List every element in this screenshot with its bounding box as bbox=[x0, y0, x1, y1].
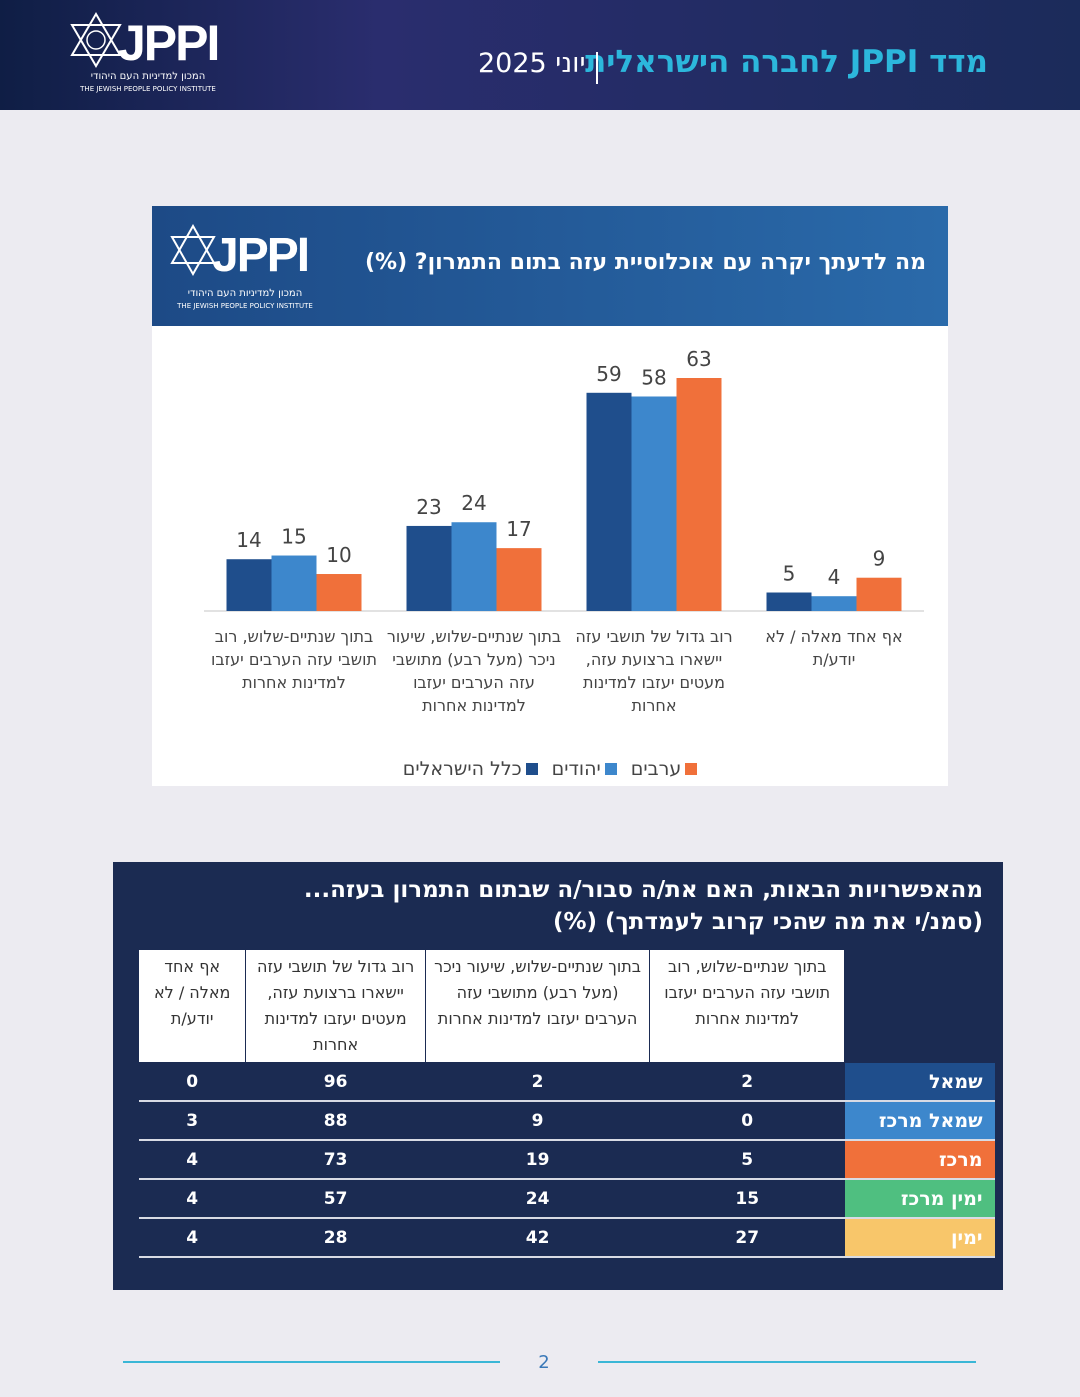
table-cell: 0 bbox=[138, 1062, 246, 1102]
legend-swatch bbox=[525, 763, 538, 775]
table-title: מהאפשרויות הבאות, האם את/ה סבור/ה שבתום … bbox=[304, 874, 983, 938]
bar bbox=[226, 559, 272, 611]
bar bbox=[856, 577, 902, 611]
legend-swatch bbox=[604, 763, 617, 775]
row-label: ימין bbox=[844, 1218, 995, 1258]
value-label: 58 bbox=[641, 365, 666, 389]
table-cell: 4 bbox=[138, 1179, 246, 1219]
footer-rule bbox=[123, 1361, 500, 1363]
table-cell: 5 bbox=[649, 1140, 845, 1180]
table-cell: 4 bbox=[138, 1218, 246, 1258]
page-number: 2 bbox=[538, 1352, 550, 1373]
legend-label: ערבים bbox=[630, 758, 682, 780]
chart: 14 15 10 23 24 17 59 58 63 5 4 9 bbox=[204, 347, 924, 612]
chart-header: JPPI המכון למדיניות העם היהודי THE JEWIS… bbox=[152, 206, 948, 326]
column-header: רוב גדול של תושבי עזה יישארו ברצועת עזה,… bbox=[245, 949, 426, 1063]
table-row: ימין 27 42 28 4 bbox=[138, 1218, 995, 1258]
row-label: ימין מרכז bbox=[844, 1179, 995, 1219]
table-cell: 57 bbox=[245, 1179, 426, 1219]
table-row: מרכז 5 19 73 4 bbox=[138, 1140, 995, 1180]
column-header: בתוך שנתיים-שלוש, שיעור ניכר (מעל רבע) מ… bbox=[424, 949, 651, 1063]
value-label: 5 bbox=[783, 562, 796, 586]
table-cell: 24 bbox=[425, 1179, 650, 1219]
column-header: בתוך שנתיים-שלוש, רוב תושבי עזה הערבים י… bbox=[649, 949, 846, 1063]
legend-item: ערבים bbox=[630, 758, 698, 780]
row-label: שמאל מרכז bbox=[844, 1101, 995, 1141]
bar bbox=[406, 525, 452, 611]
value-label: 14 bbox=[236, 528, 261, 552]
logo-text: JPPI bbox=[118, 15, 220, 71]
table-cell: 0 bbox=[649, 1101, 845, 1141]
value-label: 15 bbox=[281, 525, 306, 549]
bar bbox=[631, 396, 677, 611]
bar bbox=[811, 596, 857, 611]
table-cell: 3 bbox=[138, 1101, 246, 1141]
table-cell: 15 bbox=[649, 1179, 845, 1219]
bar bbox=[766, 592, 812, 611]
x-tick-label: אף אחד מאלה / לא יודע/ת bbox=[765, 627, 903, 669]
legend-label: כלל הישראלים bbox=[402, 758, 522, 780]
legend-label: יהודים bbox=[551, 758, 601, 780]
footer-rule bbox=[598, 1361, 976, 1363]
logo-text: JPPI bbox=[212, 229, 310, 282]
logo-he: המכון למדיניות העם היהודי bbox=[90, 71, 206, 82]
row-label: מרכז bbox=[844, 1140, 995, 1180]
table-row: ימין מרכז 15 24 57 4 bbox=[138, 1179, 995, 1219]
table-row: שמאל מרכז 0 9 88 3 bbox=[138, 1101, 995, 1141]
value-label: 24 bbox=[461, 491, 486, 515]
bar bbox=[271, 555, 317, 611]
value-label: 63 bbox=[686, 347, 711, 371]
table: בתוך שנתיים-שלוש, רוב תושבי עזה הערבים י… bbox=[137, 949, 995, 1258]
legend-item: כלל הישראלים bbox=[403, 758, 538, 780]
value-label: 4 bbox=[828, 565, 841, 589]
table-cell: 88 bbox=[245, 1101, 426, 1141]
value-label: 59 bbox=[596, 362, 621, 386]
row-label: שמאל bbox=[844, 1062, 995, 1102]
legend-swatch bbox=[685, 763, 698, 775]
chart-title: מה לדעתך יקרה עם אוכלוסיית עזה בתום התמר… bbox=[365, 250, 926, 275]
table-cell: 28 bbox=[245, 1218, 426, 1258]
value-label: 23 bbox=[416, 495, 441, 519]
logo-en: THE JEWISH PEOPLE POLICY INSTITUTE bbox=[177, 302, 313, 310]
table-cell: 42 bbox=[425, 1218, 650, 1258]
x-tick-label: בתוך שנתיים-שלוש, שיעור ניכר (מעל רבע) מ… bbox=[386, 627, 562, 715]
table-cell: 73 bbox=[245, 1140, 426, 1180]
x-tick-label: רוב גדול של תושבי עזה יישארו ברצועת עזה,… bbox=[575, 627, 733, 715]
value-label: 17 bbox=[506, 517, 531, 541]
value-label: 10 bbox=[326, 543, 351, 567]
legend-item: יהודים bbox=[552, 758, 617, 780]
bar bbox=[496, 548, 542, 611]
bar bbox=[676, 378, 722, 611]
header-date: יוני 2025 bbox=[478, 48, 586, 79]
value-label: 9 bbox=[873, 547, 886, 571]
bar bbox=[316, 574, 362, 611]
corner-cell bbox=[844, 949, 995, 1063]
separator bbox=[596, 52, 598, 84]
bar bbox=[586, 392, 632, 611]
table-cell: 19 bbox=[425, 1140, 650, 1180]
table-panel: מהאפשרויות הבאות, האם את/ה סבור/ה שבתום … bbox=[113, 862, 1003, 1290]
column-header: אף אחד מאלה / לא יודע/ת bbox=[137, 949, 247, 1063]
table-cell: 27 bbox=[649, 1218, 845, 1258]
table-cell: 2 bbox=[425, 1062, 650, 1102]
table-cell: 9 bbox=[425, 1101, 650, 1141]
table-cell: 4 bbox=[138, 1140, 246, 1180]
logo-en: THE JEWISH PEOPLE POLICY INSTITUTE bbox=[80, 85, 216, 93]
table-title-line: מהאפשרויות הבאות, האם את/ה סבור/ה שבתום … bbox=[303, 877, 983, 903]
table-row: שמאל 2 2 96 0 bbox=[138, 1062, 995, 1102]
logo-icon bbox=[170, 224, 216, 276]
x-tick-label: בתוך שנתיים-שלוש, רוב תושבי עזה הערבים י… bbox=[211, 627, 377, 692]
legend: כלל הישראלים יהודים ערבים bbox=[152, 758, 948, 780]
chart-card: JPPI המכון למדיניות העם היהודי THE JEWIS… bbox=[152, 206, 948, 786]
table-cell: 2 bbox=[649, 1062, 845, 1102]
table-cell: 96 bbox=[245, 1062, 426, 1102]
header-bar: JPPI המכון למדיניות העם היהודי THE JEWIS… bbox=[0, 0, 1080, 110]
header-title: מדד JPPI לחברה הישראלית bbox=[585, 44, 988, 80]
table-title-line: (סמנ/י את מה שהכי קרוב לעמדתך) (%) bbox=[552, 909, 983, 935]
bar bbox=[451, 522, 497, 611]
logo-he: המכון למדיניות העם היהודי bbox=[187, 288, 303, 299]
logo-icon bbox=[70, 12, 122, 68]
